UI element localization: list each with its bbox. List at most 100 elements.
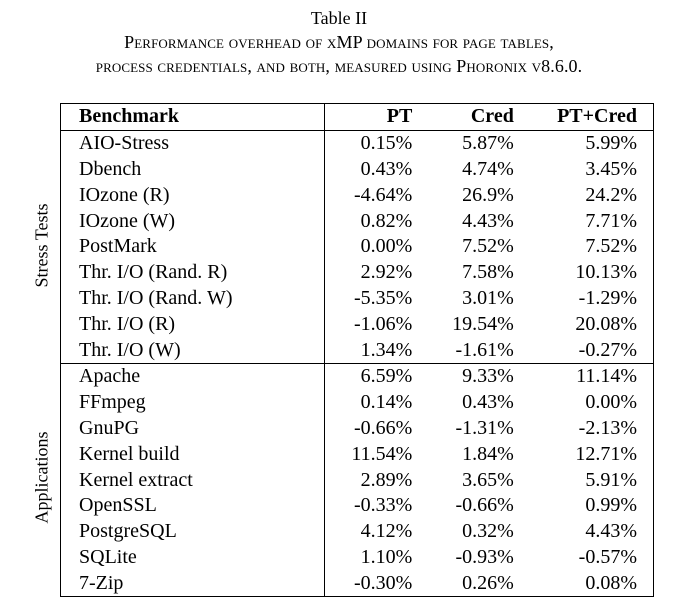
caption-line-2: process credentials, and both, measured …: [95, 56, 583, 76]
table-row: Thr. I/O (W) 1.34% -1.61% -0.27%: [60, 337, 654, 364]
cell-benchmark: IOzone (R): [60, 182, 326, 209]
cell-benchmark: PostgreSQL: [60, 518, 326, 545]
cell-pt-cred: 11.14%: [523, 362, 654, 390]
cell-benchmark: FFmpeg: [60, 389, 326, 416]
group-label-applications: Applications: [31, 431, 52, 523]
cell-cred: 1.84%: [462, 442, 514, 465]
cell-pt-cred: -1.29%: [578, 286, 637, 309]
cell-pt: 0.43%: [360, 157, 413, 180]
cell-pt: -1.06%: [353, 312, 413, 335]
table-row: Thr. I/O (R) -1.06% 19.54% 20.08%: [60, 311, 654, 338]
table-row: OpenSSL -0.33% -0.66% 0.99%: [60, 492, 654, 519]
cell-pt-cred: 0.08%: [585, 571, 637, 594]
header-cred: Cred: [422, 103, 524, 131]
cell-pt-cred: -0.57%: [578, 545, 637, 568]
cell-benchmark: IOzone (W): [60, 208, 326, 234]
cell-pt: -4.64%: [353, 183, 413, 206]
cell-pt: 0.15%: [360, 132, 413, 155]
table-row: SQLite 1.10% -0.93% -0.57%: [60, 544, 654, 571]
cell-benchmark: Thr. I/O (Rand. W): [60, 285, 326, 312]
table-caption: Table II Performance overhead of xMP dom…: [0, 6, 678, 78]
cell-benchmark: Apache: [60, 362, 326, 390]
cell-cred: 3.01%: [462, 286, 514, 309]
cell-cred: -0.66%: [455, 494, 514, 517]
cell-pt: 4.12%: [360, 520, 413, 543]
cell-cred: 4.74%: [462, 157, 514, 180]
cell-pt-cred: 10.13%: [575, 261, 637, 284]
cell-pt: 0.82%: [360, 209, 413, 232]
cell-pt-cred: 4.43%: [585, 520, 637, 543]
table-row: PostgreSQL 4.12% 0.32% 4.43%: [60, 518, 654, 545]
cell-cred: 5.87%: [462, 132, 514, 155]
cell-cred: 4.43%: [462, 209, 514, 232]
cell-cred: -0.93%: [455, 545, 514, 568]
cell-pt-cred: 0.00%: [585, 391, 637, 414]
table-row: Apache 6.59% 9.33% 11.14%: [60, 362, 654, 390]
cell-pt: 0.00%: [360, 235, 413, 258]
cell-pt-cred: 24.2%: [585, 183, 637, 206]
cell-pt: -5.35%: [353, 286, 413, 309]
table-row: 7-Zip -0.30% 0.26% 0.08%: [60, 570, 654, 597]
table-body: AIO-Stress 0.15% 5.87% 5.99% Dbench 0.43% 4.74…: [60, 130, 654, 597]
cell-benchmark: OpenSSL: [60, 492, 326, 519]
cell-benchmark: 7-Zip: [60, 570, 326, 597]
cell-cred: 26.9%: [462, 183, 514, 206]
cell-pt: -0.30%: [353, 571, 413, 594]
cell-benchmark: AIO-Stress: [60, 130, 326, 157]
header-pt-cred: PT+Cred: [523, 103, 654, 131]
cell-pt: -0.66%: [353, 416, 413, 439]
cell-cred: 0.26%: [462, 571, 514, 594]
cell-pt-cred: 5.99%: [585, 132, 637, 155]
cell-cred: -1.31%: [455, 416, 514, 439]
table-row: Kernel extract 2.89% 3.65% 5.91%: [60, 467, 654, 493]
cell-pt: 11.54%: [351, 442, 413, 465]
header-pt: PT: [324, 103, 423, 131]
header-row: Benchmark PT Cred PT+Cred: [60, 103, 654, 131]
table-row: FFmpeg 0.14% 0.43% 0.00%: [60, 389, 654, 416]
table-row: IOzone (W) 0.82% 4.43% 7.71%: [60, 208, 654, 234]
cell-cred: 9.33%: [422, 362, 524, 390]
cell-benchmark: Thr. I/O (W): [60, 337, 326, 364]
cell-cred: 19.54%: [452, 312, 514, 335]
table-row: Dbench 0.43% 4.74% 3.45%: [60, 156, 654, 183]
cell-pt: 1.10%: [360, 545, 413, 568]
cell-pt-cred: -2.13%: [578, 416, 637, 439]
cell-benchmark: Kernel extract: [60, 467, 326, 493]
table-row: PostMark 0.00% 7.52% 7.52%: [60, 233, 654, 260]
cell-cred: 7.52%: [462, 235, 514, 258]
table-row: IOzone (R) -4.64% 26.9% 24.2%: [60, 182, 654, 209]
group-label-stress-tests: Stress Tests: [31, 203, 52, 287]
cell-benchmark: Kernel build: [60, 441, 326, 468]
cell-pt-cred: 7.71%: [585, 209, 637, 232]
cell-cred: 7.58%: [462, 261, 514, 284]
cell-pt: 2.89%: [360, 468, 413, 491]
cell-pt: 1.34%: [360, 338, 413, 361]
performance-table: Benchmark PT Cred PT+Cred AIO-Stress 0.15…: [60, 103, 654, 598]
cell-cred: 0.32%: [462, 520, 514, 543]
table-row: Thr. I/O (Rand. R) 2.92% 7.58% 10.13%: [60, 259, 654, 286]
cell-benchmark: Thr. I/O (R): [60, 311, 326, 338]
cell-benchmark: Dbench: [60, 156, 326, 183]
cell-pt: 2.92%: [360, 261, 413, 284]
cell-pt: 0.14%: [360, 391, 413, 414]
table-row: Kernel build 11.54% 1.84% 12.71%: [60, 441, 654, 468]
cell-pt-cred: 12.71%: [575, 442, 637, 465]
header-benchmark: Benchmark: [60, 103, 326, 131]
cell-pt-cred: 20.08%: [575, 312, 637, 335]
table-row: Thr. I/O (Rand. W) -5.35% 3.01% -1.29%: [60, 285, 654, 312]
cell-cred: 3.65%: [462, 468, 514, 491]
cell-cred: 0.43%: [462, 391, 514, 414]
table-row: AIO-Stress 0.15% 5.87% 5.99%: [60, 130, 654, 157]
cell-benchmark: GnuPG: [60, 415, 326, 442]
cell-pt-cred: 3.45%: [585, 157, 637, 180]
cell-pt: 6.59%: [324, 362, 423, 390]
cell-pt: -0.33%: [353, 494, 413, 517]
cell-benchmark: PostMark: [60, 233, 326, 260]
cell-benchmark: Thr. I/O (Rand. R): [60, 259, 326, 286]
cell-pt-cred: 5.91%: [585, 468, 637, 491]
cell-benchmark: SQLite: [60, 544, 326, 571]
cell-pt-cred: -0.27%: [578, 338, 637, 361]
table-row: GnuPG -0.66% -1.31% -2.13%: [60, 415, 654, 442]
cell-cred: -1.61%: [455, 338, 514, 361]
caption-line-1: Performance overhead of xMP domains for …: [124, 32, 554, 52]
